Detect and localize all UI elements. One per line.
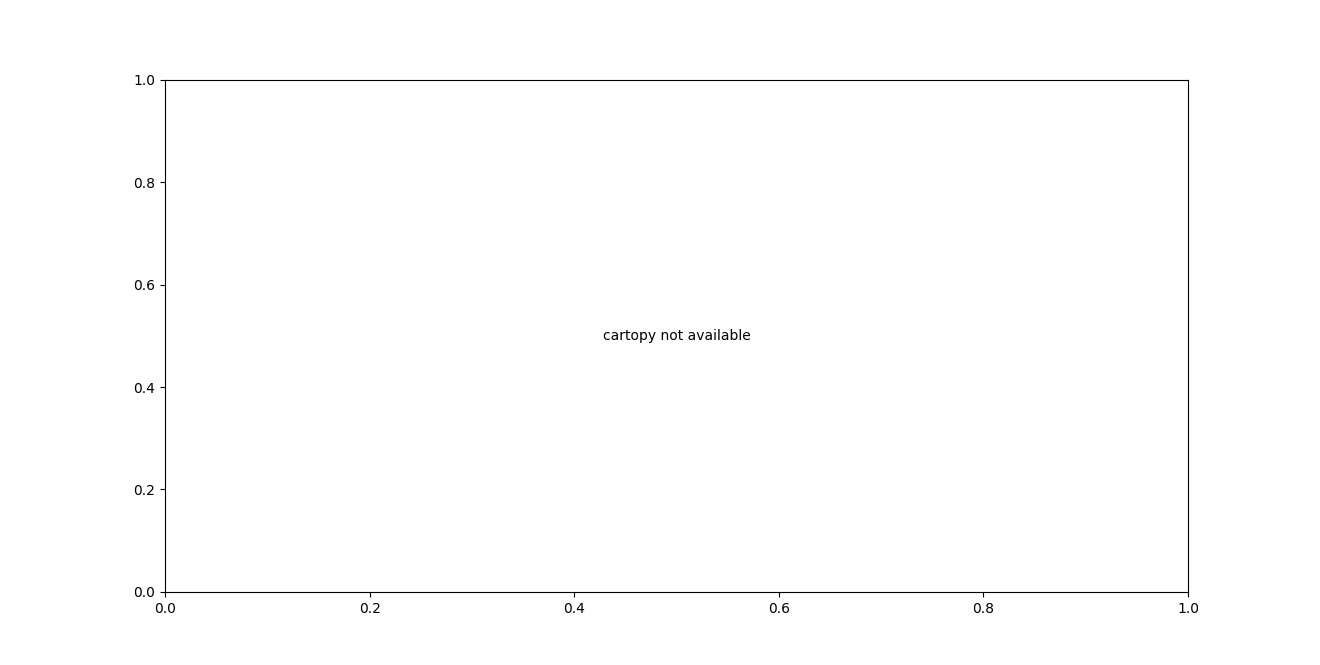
Text: cartopy not available: cartopy not available bbox=[603, 329, 750, 343]
